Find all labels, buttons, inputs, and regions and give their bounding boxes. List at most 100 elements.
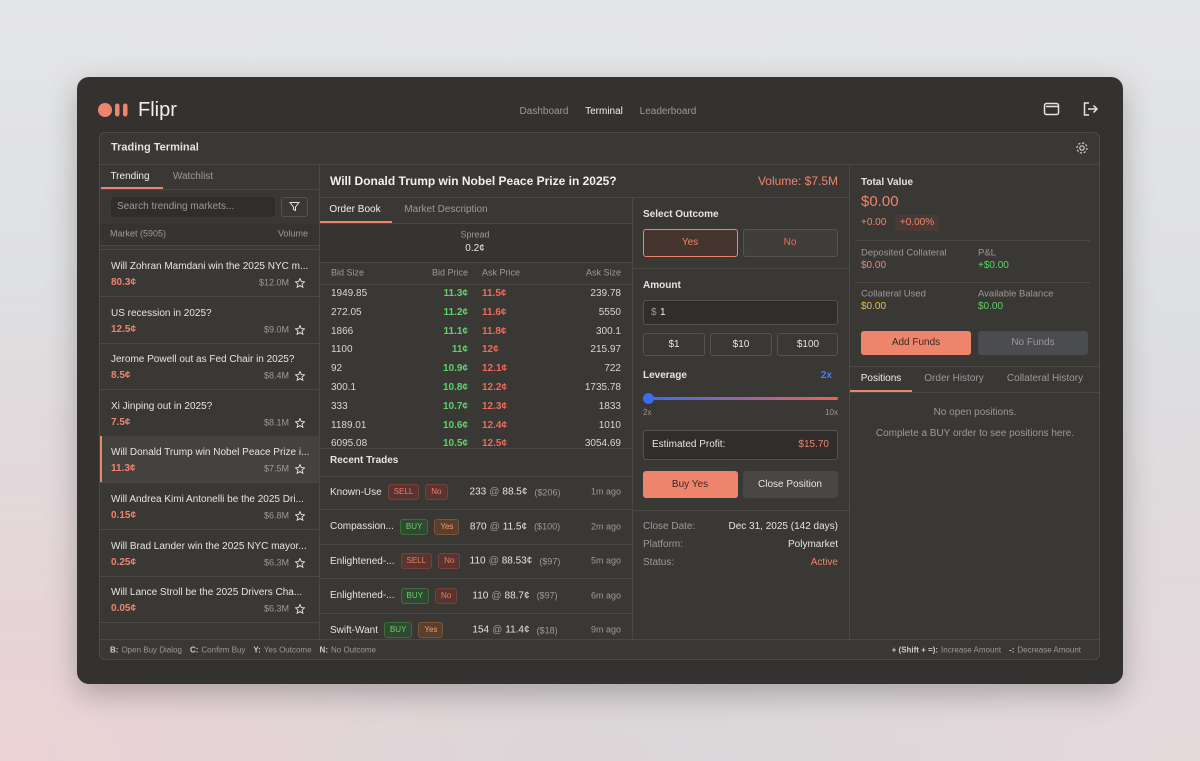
spread-value: 0.2¢ <box>465 243 485 254</box>
book-cell: 215.97 <box>590 344 621 356</box>
button-label: Close Position <box>758 479 822 490</box>
buy-button[interactable] <box>643 471 738 498</box>
market-row[interactable] <box>100 576 319 622</box>
profit-value: $15.70 <box>798 439 829 450</box>
divider <box>632 197 633 639</box>
section-title: Amount <box>643 280 681 291</box>
close-button[interactable] <box>743 471 838 498</box>
tab[interactable]: Market Description <box>404 204 488 215</box>
trade-usd: ($18) <box>536 625 558 635</box>
market-row[interactable] <box>100 343 319 389</box>
market-price: 0.25¢ <box>111 556 137 568</box>
book-cell: 11¢ <box>451 344 468 356</box>
nav-link[interactable]: Dashboard <box>519 106 569 117</box>
no-funds-button[interactable] <box>978 331 1088 355</box>
market-row[interactable] <box>100 436 319 483</box>
trade-price: 88.53¢ <box>501 555 533 567</box>
stat-value: +$0.00 <box>978 260 1009 271</box>
star-icon[interactable] <box>295 464 305 475</box>
trade-qty: 870 <box>469 521 487 532</box>
book-cell: 1735.78 <box>584 382 621 393</box>
amount-input[interactable] <box>643 300 838 325</box>
star-icon[interactable] <box>295 278 305 288</box>
leverage-knob[interactable] <box>643 393 654 404</box>
badge: No <box>434 587 458 604</box>
shortcut-action: No Outcome <box>331 645 376 655</box>
quick-amount[interactable] <box>777 333 838 356</box>
book-cell: 11.2¢ <box>443 306 468 318</box>
column-header: Bid Size <box>331 267 365 278</box>
button-label: $1 <box>668 339 680 350</box>
star-icon[interactable] <box>295 557 305 568</box>
book-cell: 333 <box>331 400 348 412</box>
divider <box>849 392 1100 393</box>
tab[interactable]: Positions <box>860 373 902 384</box>
book-cell: 6095.08 <box>331 438 368 448</box>
settings-icon[interactable] <box>1075 141 1089 155</box>
info-value: Polymarket <box>787 539 838 550</box>
divider <box>849 366 1100 367</box>
yes-button[interactable] <box>643 229 738 257</box>
tab[interactable]: Collateral History <box>1006 373 1084 384</box>
book-cell: 11.3¢ <box>443 288 468 299</box>
badge: BUY <box>400 587 429 604</box>
market-price: 0.15¢ <box>111 510 137 521</box>
divider <box>319 612 632 614</box>
divider <box>99 189 319 190</box>
column-header: Market (5905) <box>110 228 167 239</box>
market-row[interactable] <box>100 483 319 529</box>
market-row[interactable] <box>100 297 319 343</box>
info-value: Active <box>810 557 838 568</box>
stat-label: P&L <box>978 247 996 259</box>
book-cell: 10.6¢ <box>442 419 468 431</box>
trade-fill: 154 @11.4¢ ($18) <box>472 625 557 636</box>
nav-link[interactable]: Terminal <box>585 106 623 117</box>
divider <box>855 240 1090 241</box>
logout-icon[interactable] <box>1082 101 1099 117</box>
book-cell: 5550 <box>598 306 621 318</box>
book-cell: 10.5¢ <box>442 438 468 448</box>
quick-amount[interactable] <box>710 333 772 356</box>
star-icon[interactable] <box>295 371 305 382</box>
star-icon[interactable] <box>295 324 305 335</box>
section-title: Total Value <box>861 177 914 188</box>
badge: Yes <box>418 622 444 638</box>
star-icon[interactable] <box>295 604 305 615</box>
column-header: Ask Size <box>585 267 621 278</box>
book-cell: 10.7¢ <box>442 400 468 412</box>
trade-fill: 233 @88.5¢ ($206) <box>470 487 561 498</box>
logo-mark <box>98 103 128 117</box>
tab[interactable]: Order Book <box>329 204 381 215</box>
market-row[interactable] <box>100 390 319 436</box>
star-icon[interactable] <box>295 417 305 428</box>
market-row[interactable] <box>100 250 319 296</box>
no-button[interactable] <box>743 229 838 257</box>
nav-link[interactable]: Leaderboard <box>639 106 697 117</box>
star-icon[interactable] <box>295 511 305 521</box>
shortcut-key: N: <box>319 645 328 655</box>
filter-button[interactable] <box>281 197 308 217</box>
divider <box>632 510 849 511</box>
wallet-icon[interactable] <box>1043 101 1060 117</box>
stat-label: Available Balance <box>978 288 1054 300</box>
tab[interactable]: Order History <box>924 373 984 384</box>
search-box[interactable] <box>111 197 275 217</box>
book-cell: 3054.69 <box>584 438 621 448</box>
total-change: +0.00 <box>861 217 887 228</box>
book-cell: 12.1¢ <box>482 363 508 375</box>
tab[interactable]: Watchlist <box>172 171 214 182</box>
badge: No <box>425 484 448 500</box>
market-row[interactable] <box>100 530 319 576</box>
market-volume: $7.5M <box>263 463 289 474</box>
market-price: 11.3¢ <box>111 463 136 475</box>
divider <box>99 342 319 344</box>
quick-amount[interactable] <box>643 333 705 356</box>
divider <box>99 575 319 577</box>
tab[interactable]: Trending <box>110 171 150 182</box>
market-name: Will Zohran Mamdani win the 2025 NYC m..… <box>111 261 309 272</box>
add-funds-button[interactable] <box>861 331 971 355</box>
divider <box>849 164 850 639</box>
trade-time: 9m ago <box>590 624 621 635</box>
info-label: Platform: <box>643 539 684 550</box>
book-cell: 239.78 <box>590 288 621 299</box>
